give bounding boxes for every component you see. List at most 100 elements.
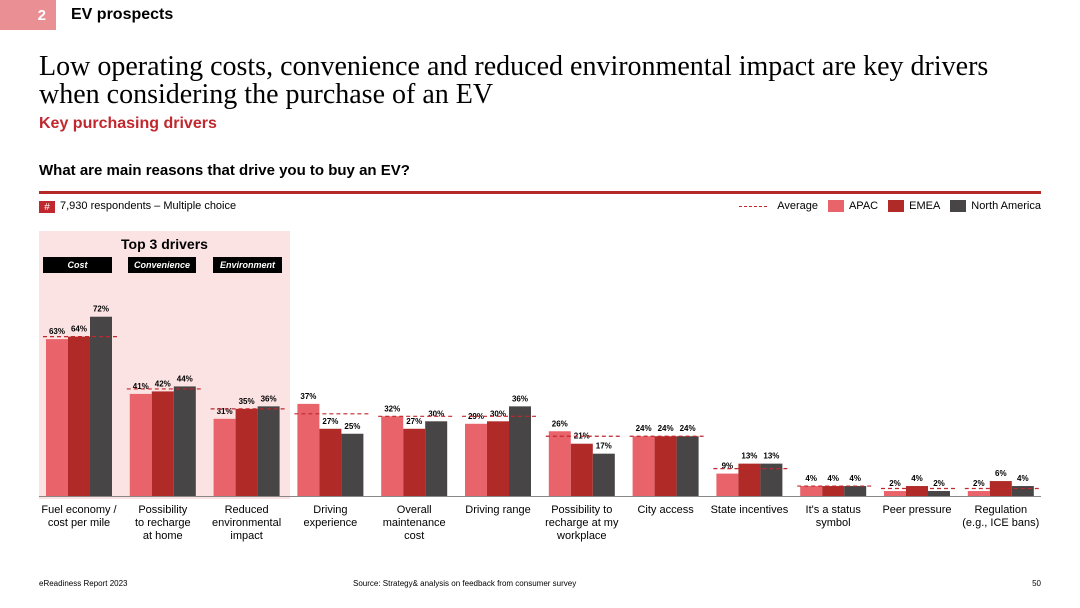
data-label-emea-4: 27% — [406, 417, 422, 426]
section-title: EV prospects — [71, 6, 174, 23]
na-swatch-icon — [950, 200, 967, 212]
bar-na-0 — [90, 316, 112, 496]
bar-na-7 — [676, 436, 699, 496]
category-label-0-0: Fuel economy / — [41, 504, 117, 516]
bar-emea-6 — [570, 443, 593, 496]
data-label-na-3: 25% — [344, 422, 360, 431]
data-label-apac-0: 63% — [49, 327, 65, 336]
data-label-na-2: 36% — [261, 394, 277, 403]
report-name: eReadiness Report 2023 — [39, 579, 128, 588]
chart-legend: Average APAC EMEA North America — [729, 200, 1041, 212]
bar-apac-8 — [716, 473, 739, 496]
category-label-2-0: Reduced — [225, 504, 269, 516]
page-title: Low operating costs, convenience and red… — [39, 51, 989, 110]
category-label-7-0: City access — [637, 504, 694, 516]
data-label-apac-7: 24% — [636, 424, 652, 433]
chart-question: What are main reasons that drive you to … — [39, 162, 410, 179]
source-note: Source: Strategy& analysis on feedback f… — [353, 579, 577, 588]
category-label-4-0: Overall — [397, 504, 432, 516]
bar-na-6 — [592, 453, 615, 496]
tag-environment: Environment — [213, 257, 282, 273]
category-label-1-0: Possibility — [138, 504, 187, 516]
category-label-0-1: cost per mile — [48, 517, 110, 529]
bar-emea-5 — [487, 421, 509, 496]
data-label-na-1: 44% — [177, 374, 193, 383]
data-label-emea-8: 13% — [741, 452, 757, 461]
bar-emea-0 — [68, 336, 90, 496]
legend-item-apac: APAC — [827, 200, 879, 212]
category-label-1-2: at home — [143, 530, 183, 542]
bar-emea-9 — [822, 486, 845, 496]
data-label-emea-10: 4% — [911, 474, 923, 483]
top3-title: Top 3 drivers — [121, 236, 208, 252]
bar-emea-8 — [738, 463, 761, 496]
data-label-emea-3: 27% — [322, 417, 338, 426]
bar-emea-10 — [906, 486, 928, 496]
data-label-apac-1: 41% — [133, 382, 149, 391]
bar-apac-4 — [381, 416, 404, 496]
bar-na-9 — [844, 486, 867, 496]
data-label-na-0: 72% — [93, 305, 109, 314]
category-label-3-0: Driving — [313, 504, 347, 516]
data-label-emea-11: 6% — [995, 469, 1007, 478]
legend-item-average: Average — [739, 200, 818, 212]
category-label-4-1: maintenance — [383, 517, 446, 529]
data-label-apac-4: 32% — [384, 404, 400, 413]
bar-na-3 — [341, 433, 364, 496]
bar-na-4 — [425, 421, 448, 496]
category-label-11-1: (e.g., ICE bans) — [962, 517, 1039, 529]
bar-emea-2 — [235, 408, 258, 496]
data-label-emea-5: 30% — [490, 409, 506, 418]
data-label-na-11: 4% — [1017, 474, 1029, 483]
data-label-na-8: 13% — [763, 452, 779, 461]
category-label-4-2: cost — [404, 530, 424, 542]
emea-swatch-icon — [888, 200, 905, 212]
data-label-na-5: 36% — [512, 394, 528, 403]
bar-emea-3 — [319, 428, 342, 496]
respondents-text: 7,930 respondents – Multiple choice — [60, 200, 237, 212]
bar-na-11 — [1011, 486, 1034, 496]
category-label-3-1: experience — [303, 517, 357, 529]
bar-apac-1 — [129, 393, 152, 496]
category-label-8-0: State incentives — [711, 504, 789, 516]
category-label-11-0: Regulation — [975, 504, 1028, 516]
bar-emea-1 — [151, 391, 174, 496]
data-label-emea-9: 4% — [827, 474, 839, 483]
bar-na-10 — [928, 491, 950, 496]
bar-apac-5 — [465, 423, 487, 496]
bar-apac-6 — [548, 431, 571, 496]
bar-apac-0 — [46, 339, 68, 496]
tag-cost: Cost — [43, 257, 112, 273]
tag-convenience: Convenience — [128, 257, 196, 273]
apac-swatch-icon — [827, 200, 844, 212]
data-label-emea-1: 42% — [155, 379, 171, 388]
bar-apac-2 — [213, 418, 236, 496]
data-label-emea-2: 35% — [239, 397, 255, 406]
bar-na-1 — [173, 386, 196, 496]
bar-apac-3 — [297, 403, 320, 496]
data-label-emea-0: 64% — [71, 325, 87, 334]
divider-rule — [39, 191, 1041, 194]
legend-label-na: North America — [971, 200, 1041, 212]
data-label-na-4: 30% — [428, 409, 444, 418]
data-label-emea-7: 24% — [658, 424, 674, 433]
bar-apac-10 — [884, 491, 906, 496]
data-label-apac-10: 2% — [889, 479, 901, 488]
legend-label-average: Average — [777, 200, 818, 212]
legend-label-emea: EMEA — [909, 200, 941, 212]
data-label-na-7: 24% — [680, 424, 696, 433]
category-label-5-0: Driving range — [465, 504, 530, 516]
data-label-na-10: 2% — [933, 479, 945, 488]
category-label-6-1: recharge at my — [545, 517, 619, 529]
category-label-6-0: Possibility to — [551, 504, 612, 516]
legend-label-apac: APAC — [848, 200, 879, 212]
bar-apac-11 — [967, 491, 990, 496]
bar-na-2 — [257, 406, 280, 496]
data-label-apac-6: 26% — [552, 419, 568, 428]
data-label-na-9: 4% — [849, 474, 861, 483]
legend-item-na: North America — [950, 200, 1041, 212]
category-label-1-1: to recharge — [135, 517, 191, 529]
bar-apac-9 — [800, 486, 823, 496]
data-label-apac-8: 9% — [722, 462, 734, 471]
bar-na-8 — [760, 463, 783, 496]
